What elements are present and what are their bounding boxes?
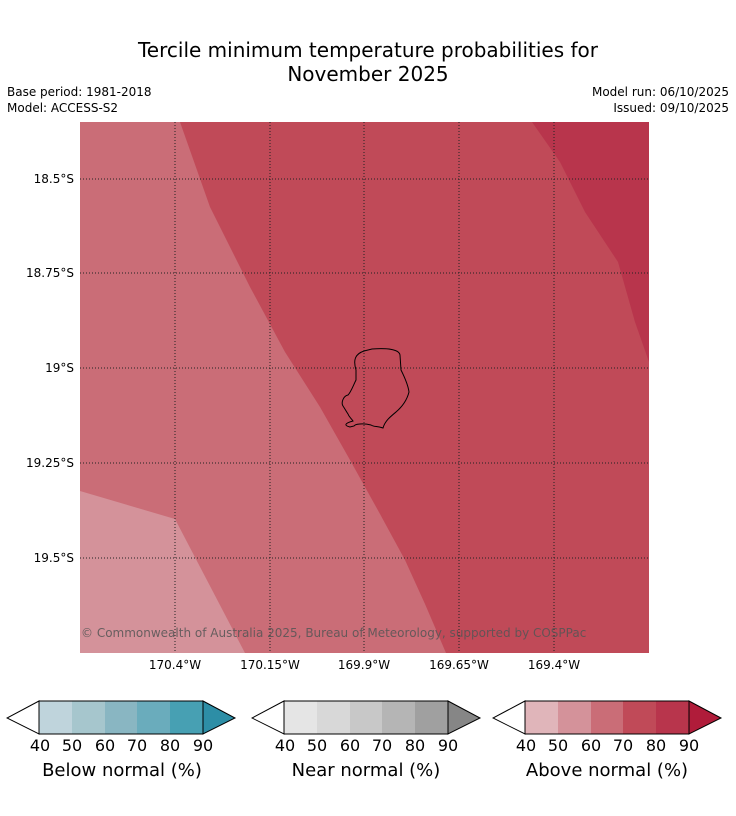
- colorbar-ticks: 40 50 60 70 80 90: [6, 736, 238, 756]
- tick-label: 70: [612, 736, 634, 755]
- colorbar-outline: [524, 700, 690, 735]
- meta-left: Base period: 1981-2018 Model: ACCESS-S2: [7, 84, 152, 116]
- colorbar-swatch: [72, 701, 105, 734]
- colorbar-high-extend: [688, 700, 723, 735]
- colorbar-swatch: [105, 701, 137, 734]
- tick-label: 70: [371, 736, 393, 755]
- lat-label-19-5: 19.5°S: [33, 551, 74, 565]
- colorbar-above: [492, 700, 723, 735]
- colorbar-swatch: [350, 701, 382, 734]
- colorbar-outline: [38, 700, 204, 735]
- island-outline: [341, 348, 410, 429]
- colorbar-low-extend: [251, 700, 285, 735]
- colorbar-swatch: [137, 701, 170, 734]
- tick-label: 80: [404, 736, 426, 755]
- colorbar-outline: [283, 700, 449, 735]
- lat-label-18-75: 18.75°S: [26, 266, 74, 280]
- colorbar-swatch: [623, 701, 656, 734]
- tick-label: 70: [126, 736, 148, 755]
- colorbar-swatch: [39, 701, 72, 734]
- colorbar-swatch: [415, 701, 448, 734]
- colorbar-swatch: [558, 701, 591, 734]
- lon-label-170-4: 170.4°W: [148, 658, 202, 672]
- issued-date: Issued: 09/10/2025: [613, 101, 729, 115]
- tick-label: 50: [547, 736, 569, 755]
- chart-title: Tercile minimum temperature probabilitie…: [0, 38, 736, 86]
- title-line-2: November 2025: [287, 62, 449, 86]
- tick-label: 80: [645, 736, 667, 755]
- colorbar-swatch: [382, 701, 415, 734]
- colorbar-high-extend: [202, 700, 237, 735]
- zone-50-60: [80, 491, 245, 653]
- tick-label: 60: [580, 736, 602, 755]
- model-run-date: Model run: 06/10/2025: [591, 85, 729, 99]
- tick-label: 90: [192, 736, 214, 755]
- tick-label: 40: [29, 736, 51, 755]
- tick-label: 40: [515, 736, 537, 755]
- colorbar-below: [6, 700, 237, 735]
- tick-label: 60: [94, 736, 116, 755]
- legend-caption: Above normal (%): [525, 760, 689, 781]
- lon-label-169-65: 169.65°W: [429, 658, 489, 672]
- colorbar-near: [251, 700, 482, 735]
- colorbar-swatch: [591, 701, 623, 734]
- colorbar-swatch: [656, 701, 689, 734]
- gridlines: [80, 122, 649, 653]
- tick-label: 60: [339, 736, 361, 755]
- colorbar-high-extend: [447, 700, 482, 735]
- base-period: Base period: 1981-2018: [7, 85, 152, 99]
- tick-label: 80: [159, 736, 181, 755]
- colorbar-low-extend: [492, 700, 526, 735]
- tick-label: 90: [437, 736, 459, 755]
- title-line-1: Tercile minimum temperature probabilitie…: [137, 38, 599, 62]
- tick-label: 50: [61, 736, 83, 755]
- legend-near-normal: 40 50 60 70 80 90 Near normal (%): [251, 700, 483, 781]
- tick-label: 40: [274, 736, 296, 755]
- colorbar-swatch: [170, 701, 203, 734]
- lat-label-18-5: 18.5°S: [33, 172, 74, 186]
- legend-below-normal: 40 50 60 70 80 90 Below normal (%): [6, 700, 238, 781]
- model-name: Model: ACCESS-S2: [7, 101, 119, 115]
- colorbar-ticks: 40 50 60 70 80 90: [251, 736, 483, 756]
- colorbar-ticks: 40 50 60 70 80 90: [492, 736, 724, 756]
- zone-70-80: [180, 122, 649, 653]
- lon-label-170-15: 170.15°W: [240, 658, 300, 672]
- lat-label-19-25: 19.25°S: [26, 456, 74, 470]
- legend-caption: Near normal (%): [291, 760, 441, 781]
- legend-caption: Below normal (%): [42, 760, 202, 781]
- colorbar-low-extend: [6, 700, 40, 735]
- copyright-notice: © Commonwealth of Australia 2025, Bureau…: [81, 626, 587, 640]
- legend-above-normal: 40 50 60 70 80 90 Above normal (%): [492, 700, 724, 781]
- lat-label-19: 19°S: [45, 361, 74, 375]
- map-panel[interactable]: [80, 122, 649, 653]
- tick-label: 50: [306, 736, 328, 755]
- meta-right: Model run: 06/10/2025 Issued: 09/10/2025: [592, 84, 729, 116]
- colorbar-swatch: [525, 701, 558, 734]
- zone-80-90: [532, 122, 649, 362]
- colorbar-swatch: [317, 701, 350, 734]
- map-svg: [80, 122, 649, 653]
- lon-label-169-4: 169.4°W: [527, 658, 581, 672]
- colorbar-swatch: [284, 701, 317, 734]
- tick-label: 90: [678, 736, 700, 755]
- lon-label-169-9: 169.9°W: [337, 658, 391, 672]
